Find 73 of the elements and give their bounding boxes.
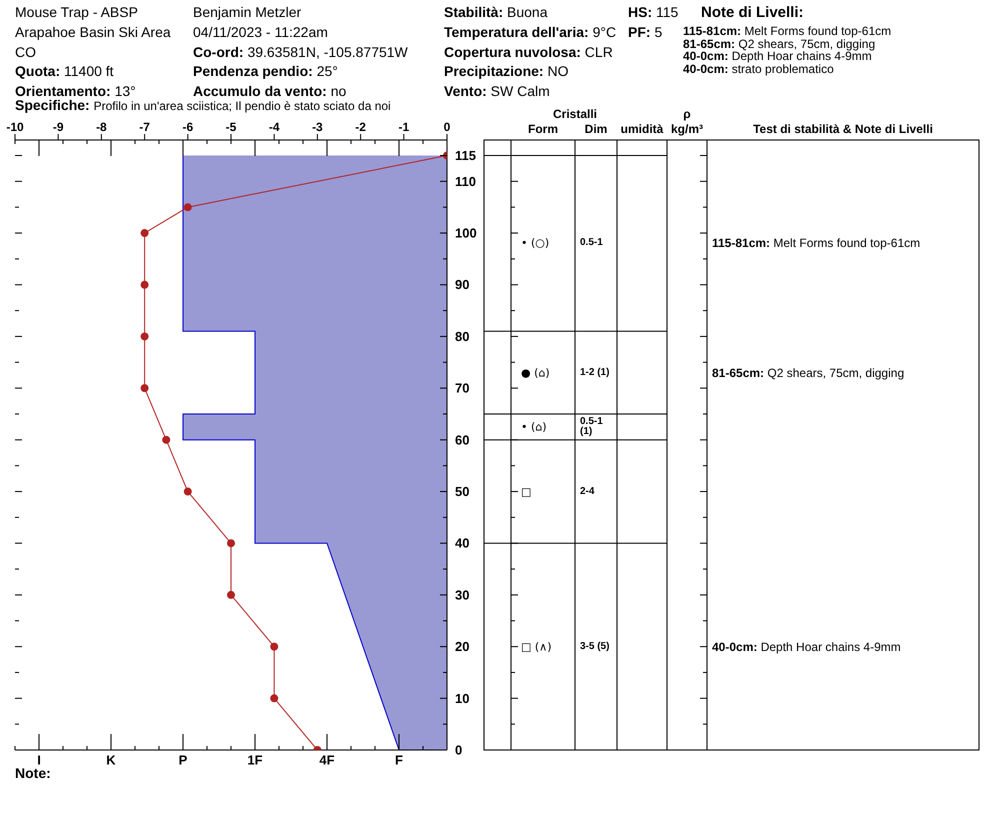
text: Cristalli [552, 107, 598, 122]
x-tick-label: F [395, 752, 404, 768]
x2-tick-label: -3 [312, 120, 324, 134]
x2-tick-label: 0 [444, 120, 451, 134]
text: □ [521, 485, 532, 498]
text: Mouse Trap - ABSP [15, 4, 138, 20]
y-tick-label: 40 [455, 536, 470, 551]
text: □ (∧) [521, 640, 553, 654]
y-tick-label: 110 [455, 174, 476, 189]
x2-tick-label: -4 [268, 120, 280, 134]
text: Accumulo da vento: no [193, 82, 346, 98]
text: Copertura nuvolosa: CLR [444, 44, 613, 60]
text: Orientamento: 13° [15, 82, 136, 98]
text: Stabilità: Buona [444, 4, 548, 20]
y-tick-label: 100 [455, 226, 477, 241]
x2-tick-label: -8 [96, 120, 108, 134]
x-tick-label: 1F [247, 752, 263, 768]
y-tick-label: 10 [455, 690, 470, 706]
text: 40-0cm: Depth Hoar chains 4-9mm [712, 640, 902, 654]
text: Quota: 11400 ft [15, 62, 114, 78]
x2-tick-label: -5 [226, 120, 237, 134]
y-tick-label: 115 [455, 148, 476, 164]
y-tick-label: 80 [455, 328, 470, 344]
text: Vento: SW Calm [444, 82, 550, 98]
x2-tick-label: -10 [6, 120, 24, 134]
x2-tick-label: -1 [398, 120, 410, 134]
y-tick-label: 70 [455, 380, 470, 396]
text: ● (⌂) [521, 366, 551, 380]
x-tick-label: I [37, 752, 41, 768]
x-tick-label: K [106, 752, 116, 768]
text: 115-81cm: Melt Forms found top-61cm [712, 236, 922, 250]
text: 115-81cm: Melt Forms found top-61cm [683, 24, 892, 38]
category-label: Test di stabilità & Note di Livelli [752, 122, 934, 137]
x2-tick-label: -6 [182, 120, 194, 134]
y-tick-label: 60 [455, 432, 470, 448]
x2-tick-label: -2 [355, 120, 366, 134]
y-tick-label: 50 [455, 484, 470, 500]
y-tick-label: 30 [455, 587, 470, 602]
text: 40-0cm: strato problematico [683, 62, 834, 76]
text: Co-ord: 39.63581N, -105.87751W [193, 44, 408, 60]
y-tick-label: 20 [455, 639, 470, 654]
text: Arapahoe Basin Ski Area [15, 24, 171, 40]
y-tick-label: 90 [455, 277, 470, 292]
text: Specifiche: Profilo in un'area sciistica; Il pendio è stato sciato da noi [15, 96, 391, 112]
text: 81-65cm: Q2 shears, 75cm, digging [712, 366, 906, 380]
category-label: Dim [584, 122, 608, 137]
text: Temperatura dell'aria: 9°C [444, 24, 616, 40]
text: 0.5-1 [580, 237, 604, 248]
category-label: Form [527, 122, 559, 137]
text: • (⌂) [521, 420, 548, 434]
x2-tick-label: -7 [139, 120, 150, 134]
text: Note: [15, 765, 51, 782]
text: 3-5 (5) [580, 640, 610, 652]
x2-tick-label: -9 [52, 120, 64, 134]
text: HS: 115 [628, 4, 678, 20]
text: Benjamin Metzler [193, 4, 302, 20]
text: 2-4 [580, 486, 596, 497]
text: 40-0cm: Depth Hoar chains 4-9mm [683, 49, 872, 63]
text: Precipitazione: NO [444, 62, 568, 78]
text: • (○) [521, 236, 550, 250]
text: 0.5-1 (1) [580, 416, 604, 437]
text: Note di Livelli: [701, 4, 804, 20]
text: PF: 5 [628, 24, 662, 40]
x-tick-label: P [178, 752, 188, 768]
category-label: ρ kg/m³ [670, 107, 704, 137]
text: 81-65cm: Q2 shears, 75cm, digging [683, 36, 876, 50]
x-tick-label: 4F [319, 752, 335, 768]
y-tick-label: 0 [455, 742, 462, 758]
text: 1-2 (1) [580, 366, 610, 378]
category-label: umidità [620, 122, 664, 137]
text: Pendenza pendio: 25° [193, 62, 338, 78]
text: 04/11/2023 - 11:22am [193, 24, 328, 40]
text: CO [15, 44, 36, 60]
